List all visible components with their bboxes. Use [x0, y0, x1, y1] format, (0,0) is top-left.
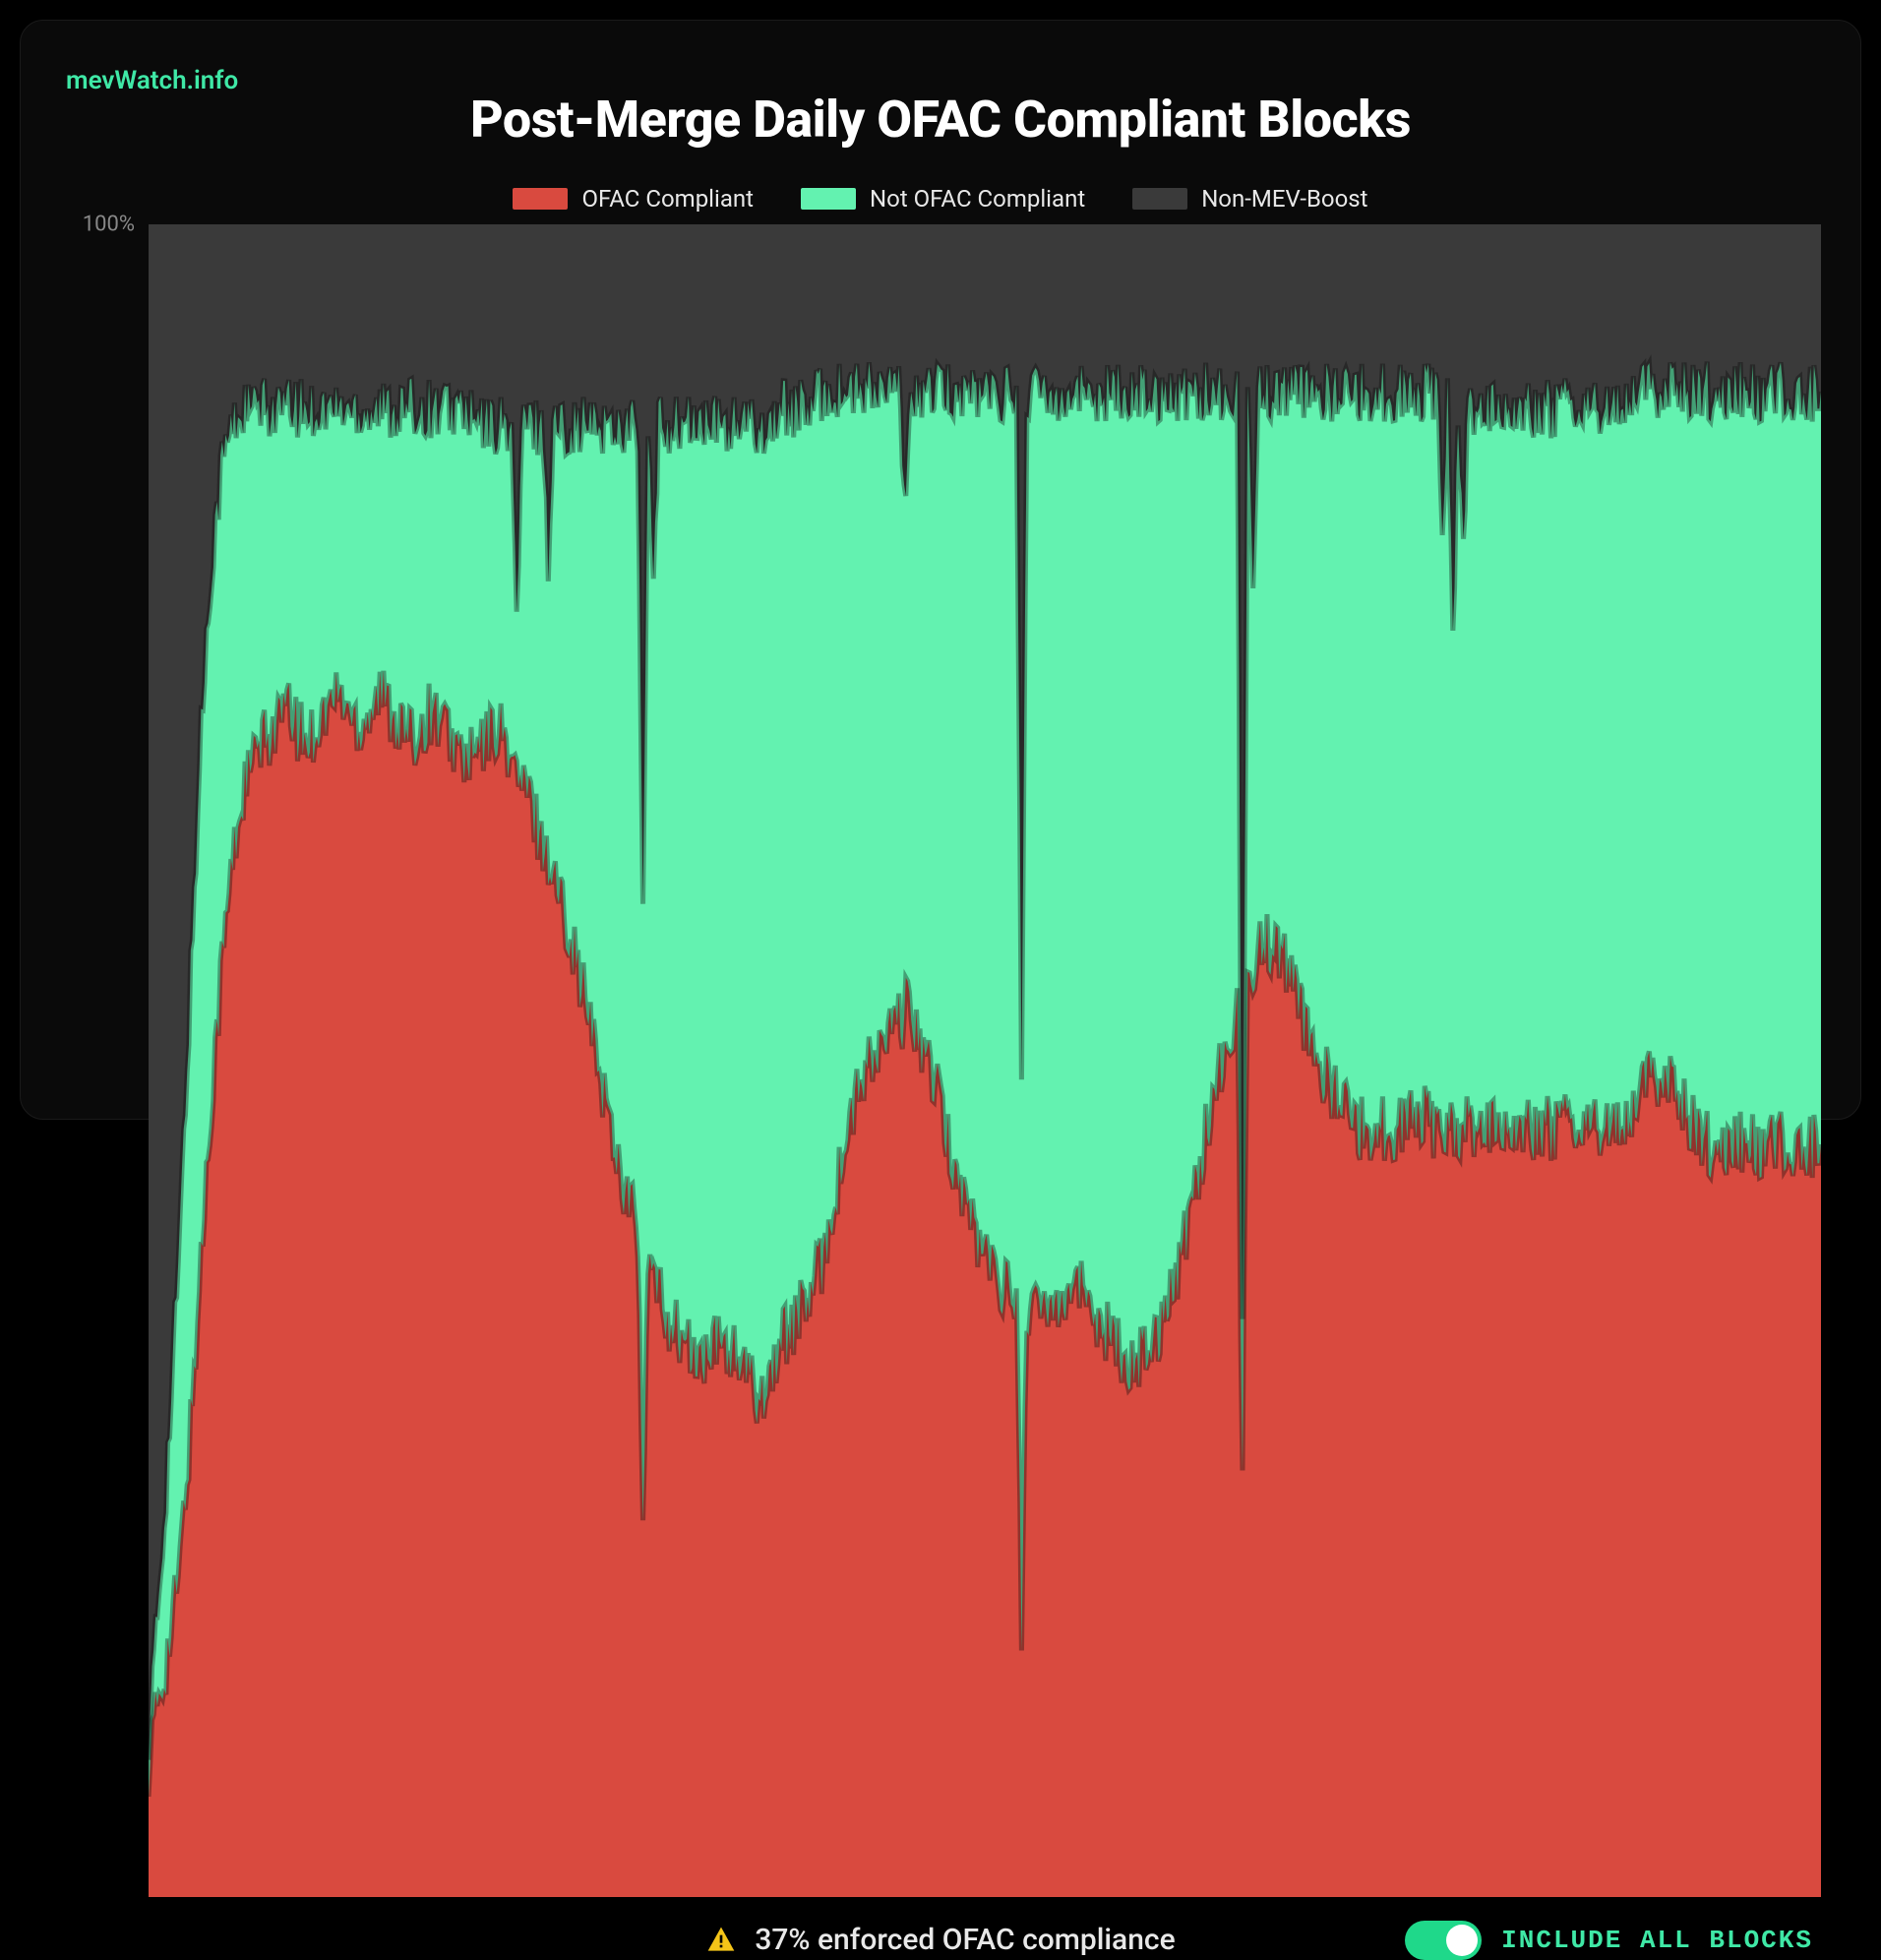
legend-swatch: [1132, 188, 1187, 210]
warning-icon: [705, 1925, 737, 1956]
chart-panel: mevWatch.info Post-Merge Daily OFAC Comp…: [20, 20, 1861, 1120]
legend-item-non-mev[interactable]: Non-MEV-Boost: [1132, 185, 1367, 213]
y-axis-label: 100%: [83, 213, 135, 237]
toggle-knob: [1446, 1925, 1478, 1956]
y-axis: 100%: [60, 224, 149, 1897]
legend: OFAC Compliant Not OFAC Compliant Non-ME…: [60, 185, 1821, 213]
brand-text: mevWatch.info: [66, 66, 238, 95]
legend-item-not-ofac[interactable]: Not OFAC Compliant: [801, 185, 1085, 213]
footer-bar: 37% enforced OFAC compliance INCLUDE ALL…: [60, 1923, 1821, 1957]
legend-swatch: [801, 188, 856, 210]
include-all-toggle[interactable]: [1405, 1921, 1482, 1960]
legend-label: Non-MEV-Boost: [1201, 185, 1367, 213]
status-message: 37% enforced OFAC compliance: [705, 1923, 1175, 1957]
legend-label: Not OFAC Compliant: [870, 185, 1085, 213]
status-text: 37% enforced OFAC compliance: [755, 1923, 1175, 1957]
legend-item-ofac[interactable]: OFAC Compliant: [513, 185, 754, 213]
stacked-area-chart: [149, 224, 1821, 1897]
brand-logo[interactable]: mevWatch.info: [66, 66, 238, 95]
legend-swatch: [513, 188, 568, 210]
plot-region[interactable]: [149, 224, 1821, 1897]
page-title: Post-Merge Daily OFAC Compliant Blocks: [60, 90, 1821, 150]
include-all-toggle-group: INCLUDE ALL BLOCKS: [1405, 1921, 1813, 1960]
toggle-label: INCLUDE ALL BLOCKS: [1501, 1926, 1813, 1955]
legend-label: OFAC Compliant: [581, 185, 754, 213]
chart-area: 100%: [60, 224, 1821, 1897]
